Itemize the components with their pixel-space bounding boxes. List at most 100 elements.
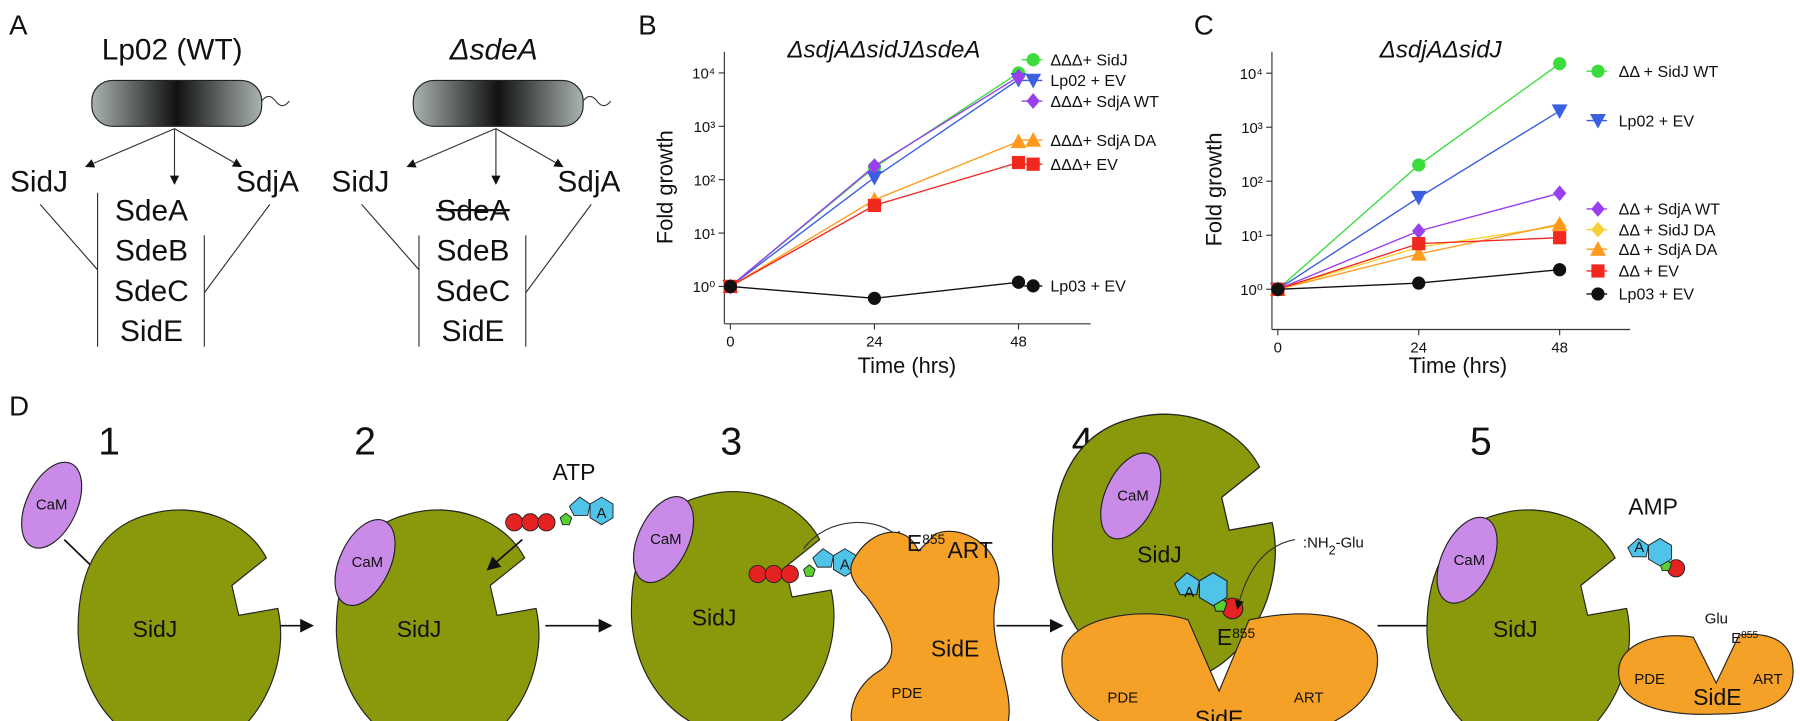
legend-marker <box>1591 287 1605 301</box>
atp-label: ATP <box>553 459 596 485</box>
effector: SdeA <box>115 194 188 227</box>
strain-wt: Lp02 (WT) SidJ SdjA SdeA SdeB SdeC SidE <box>10 34 299 348</box>
arrow <box>495 128 564 168</box>
marker <box>1412 237 1426 251</box>
legend-label: ΔΔΔ+ EV <box>1050 156 1118 174</box>
legend-marker <box>1026 93 1040 109</box>
cam-label: CaM <box>352 554 383 571</box>
connector <box>525 204 592 294</box>
y-tick-label: 10⁴ <box>1240 66 1263 83</box>
sidj-label: SidJ <box>1137 542 1182 568</box>
attack-arrow <box>1234 539 1295 610</box>
sidj-label: SidJ <box>692 605 737 631</box>
panel-label: D <box>9 391 29 422</box>
y-axis-label: Fold growth <box>1201 133 1226 247</box>
x-axis-label: Time (hrs) <box>858 353 956 378</box>
y-tick-label: 10⁰ <box>693 279 716 296</box>
effector: SidE <box>120 315 183 348</box>
marker <box>1553 231 1567 245</box>
strain-mutant: ΔsdeA SidJ SdjA SdeA SdeB SdeC SidE <box>331 34 620 348</box>
x-tick-label: 48 <box>1010 334 1027 351</box>
marker <box>1553 263 1567 277</box>
x-tick-label: 0 <box>1274 339 1282 356</box>
residue-number: 855 <box>1232 626 1255 641</box>
binding-arrow <box>486 538 523 571</box>
residue-number: 855 <box>922 532 945 547</box>
legend-marker <box>1591 221 1605 238</box>
cam-label: CaM <box>650 531 681 548</box>
marker <box>867 198 882 212</box>
glu-label: Glu <box>1705 610 1728 627</box>
effector: SidE <box>441 315 504 348</box>
legend-marker <box>1590 241 1606 256</box>
effector: SdeC <box>436 275 511 308</box>
marker <box>1412 276 1426 290</box>
x-tick-label: 0 <box>726 334 734 351</box>
subscript: 2 <box>1329 544 1336 558</box>
amp-label: AMP <box>1628 493 1678 519</box>
marker <box>1553 57 1567 71</box>
legend-label: Lp02 + EV <box>1050 72 1126 90</box>
residue-label: E855 <box>1217 624 1256 650</box>
residue-label: E855 ART <box>907 530 993 563</box>
adenine-label: A <box>597 505 607 522</box>
legend-label: ΔΔ + SidJ DA <box>1619 221 1716 239</box>
marker <box>1410 245 1427 261</box>
side-label: SidE <box>1693 684 1741 710</box>
flagellum <box>582 95 612 107</box>
cam-label: CaM <box>36 497 67 514</box>
side-shape <box>1061 613 1379 721</box>
strain-name: ΔsdeA <box>449 34 538 67</box>
panel-label: B <box>638 9 656 40</box>
protein: SdjA <box>236 166 299 199</box>
cam-label: CaM <box>1117 488 1148 505</box>
marker <box>1011 275 1026 289</box>
sidj-label: SidJ <box>1493 616 1538 642</box>
legend-marker <box>1591 201 1605 217</box>
residue: E <box>907 530 922 556</box>
marker <box>723 279 737 294</box>
effector: SdeB <box>115 235 188 268</box>
legend-label: ΔΔΔ+ SidJ <box>1050 51 1127 69</box>
x-tick-label: 48 <box>1551 339 1568 356</box>
marker <box>1010 133 1027 149</box>
adenine-label: A <box>1184 584 1194 601</box>
adenine-label: A <box>840 556 850 573</box>
domain-label: PDE <box>892 685 923 702</box>
effector: SdeC <box>114 275 189 308</box>
domain-label: ART <box>1294 690 1324 707</box>
legend-label: ΔΔΔ+ SdjA WT <box>1050 93 1159 111</box>
strain-name: Lp02 (WT) <box>102 34 243 67</box>
legend-marker <box>1026 53 1040 67</box>
nucleophile: -Glu <box>1336 535 1364 552</box>
legend-label: ΔΔ + SdjA DA <box>1619 241 1718 259</box>
connector <box>361 203 420 271</box>
domain-label: PDE <box>1634 671 1665 688</box>
y-tick-label: 10¹ <box>1241 228 1263 245</box>
residue-number: 855 <box>1741 629 1758 640</box>
legend-marker <box>1026 279 1040 293</box>
legend-label: ΔΔ + EV <box>1619 263 1680 281</box>
marker <box>1011 155 1026 170</box>
marker <box>1412 223 1426 239</box>
step-number: 3 <box>720 421 742 464</box>
legend-label: ΔΔΔ+ SdjA DA <box>1050 132 1156 150</box>
arrow <box>406 128 497 168</box>
panel-label: A <box>9 9 28 40</box>
protein: SidJ <box>10 166 68 199</box>
effector: SdeB <box>436 235 509 268</box>
chart-title: ΔsdjAΔsidJΔsdeA <box>786 36 980 63</box>
sidj-label: SidJ <box>133 616 178 642</box>
line-chart: ΔsdjAΔsidJ 10⁰ 10¹ 10² 10³ 10⁴ 0 24 48 Time (hrs)… <box>1201 36 1720 378</box>
side-shape <box>850 530 1010 721</box>
marker <box>1551 216 1568 231</box>
side-label: SidE <box>1195 706 1243 721</box>
arrow <box>85 128 175 168</box>
y-tick-label: 10³ <box>1241 120 1263 137</box>
legend-marker <box>1025 132 1042 147</box>
nucleophile: :NH <box>1303 535 1329 552</box>
y-tick-label: 10⁴ <box>692 66 715 83</box>
flagellum <box>261 95 290 107</box>
bacterium <box>91 79 263 127</box>
